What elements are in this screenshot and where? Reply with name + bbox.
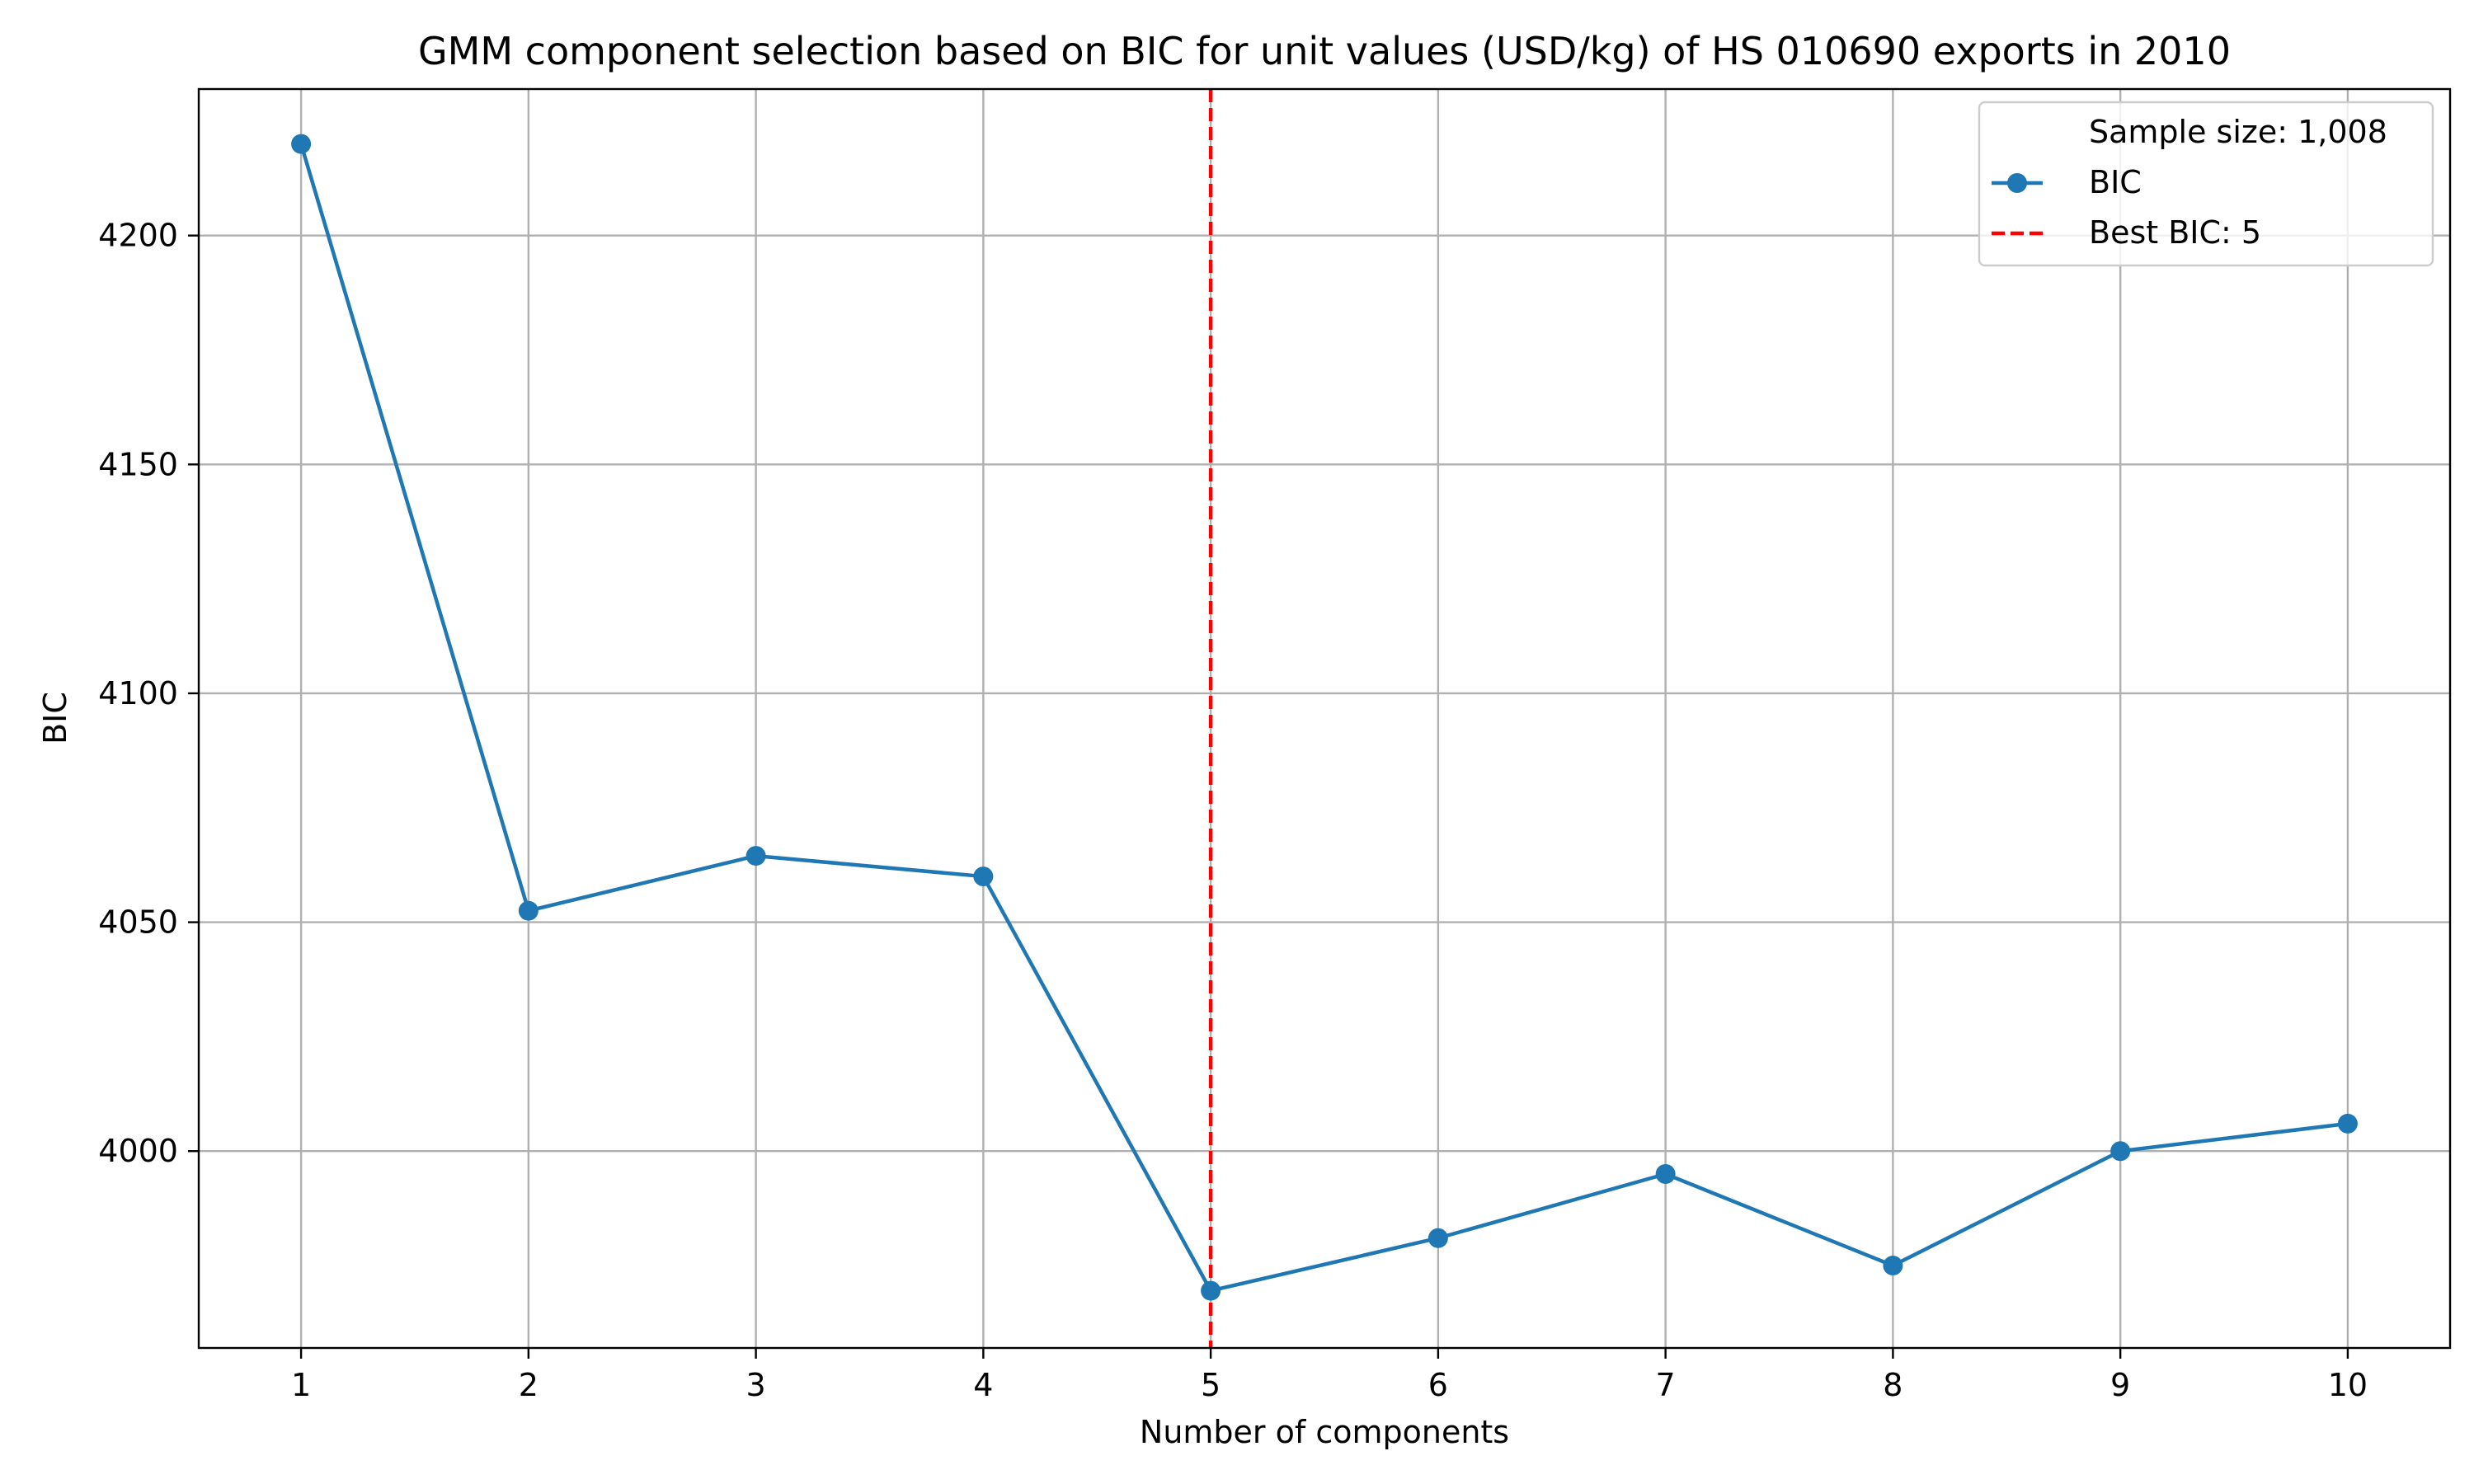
- y-tick-label: 4000: [98, 1133, 178, 1169]
- x-tick-label: 9: [2110, 1367, 2130, 1403]
- bic-data-point: [518, 900, 539, 921]
- y-tick-label: 4100: [98, 675, 178, 711]
- x-tick-label: 1: [291, 1367, 311, 1403]
- plot-frame: [197, 87, 2452, 1350]
- y-axis-label: BIC: [37, 692, 73, 744]
- bic-data-point: [291, 134, 312, 154]
- y-tick-label: 4150: [98, 446, 178, 482]
- chart-title: GMM component selection based on BIC for…: [418, 29, 2231, 73]
- bic-data-point: [745, 846, 766, 866]
- x-tick-label: 6: [1428, 1367, 1448, 1403]
- legend: Sample size: 1,008 BIC Best BIC: 5: [1978, 101, 2434, 267]
- x-tick-label: 3: [746, 1367, 766, 1403]
- x-tick-label: 2: [519, 1367, 539, 1403]
- legend-box: [1978, 101, 2434, 267]
- bic-data-point: [2337, 1113, 2358, 1134]
- x-tick-label: 8: [1883, 1367, 1903, 1403]
- legend-bic-marker: [2007, 173, 2027, 193]
- tick-layer: 1 2 3 4 5 6 7 8 9 10 4000 4050 4100 4150 4200: [98, 218, 2368, 1403]
- bic-series-line: [299, 143, 2349, 1293]
- x-axis-label: Number of components: [1140, 1414, 1509, 1450]
- bic-data-point: [1883, 1256, 1903, 1276]
- x-tick-label: 7: [1656, 1367, 1676, 1403]
- grid-layer: [199, 89, 2450, 1348]
- legend-sample-size: Sample size: 1,008: [2089, 114, 2387, 150]
- y-tick-label: 4050: [98, 904, 178, 941]
- bic-data-point: [973, 866, 994, 887]
- bic-data-point: [1655, 1163, 1676, 1184]
- series-layer: [291, 134, 2358, 1301]
- x-tick-label: 10: [2328, 1367, 2368, 1403]
- legend-best-bic-label: Best BIC: 5: [2089, 214, 2261, 251]
- x-tick-label: 5: [1201, 1367, 1221, 1403]
- legend-bic-label: BIC: [2089, 164, 2142, 200]
- bic-data-point: [1427, 1228, 1448, 1248]
- bic-data-point: [2110, 1141, 2131, 1162]
- y-tick-label: 4200: [98, 218, 178, 254]
- bic-data-point: [1201, 1280, 1221, 1301]
- x-tick-label: 4: [973, 1367, 993, 1403]
